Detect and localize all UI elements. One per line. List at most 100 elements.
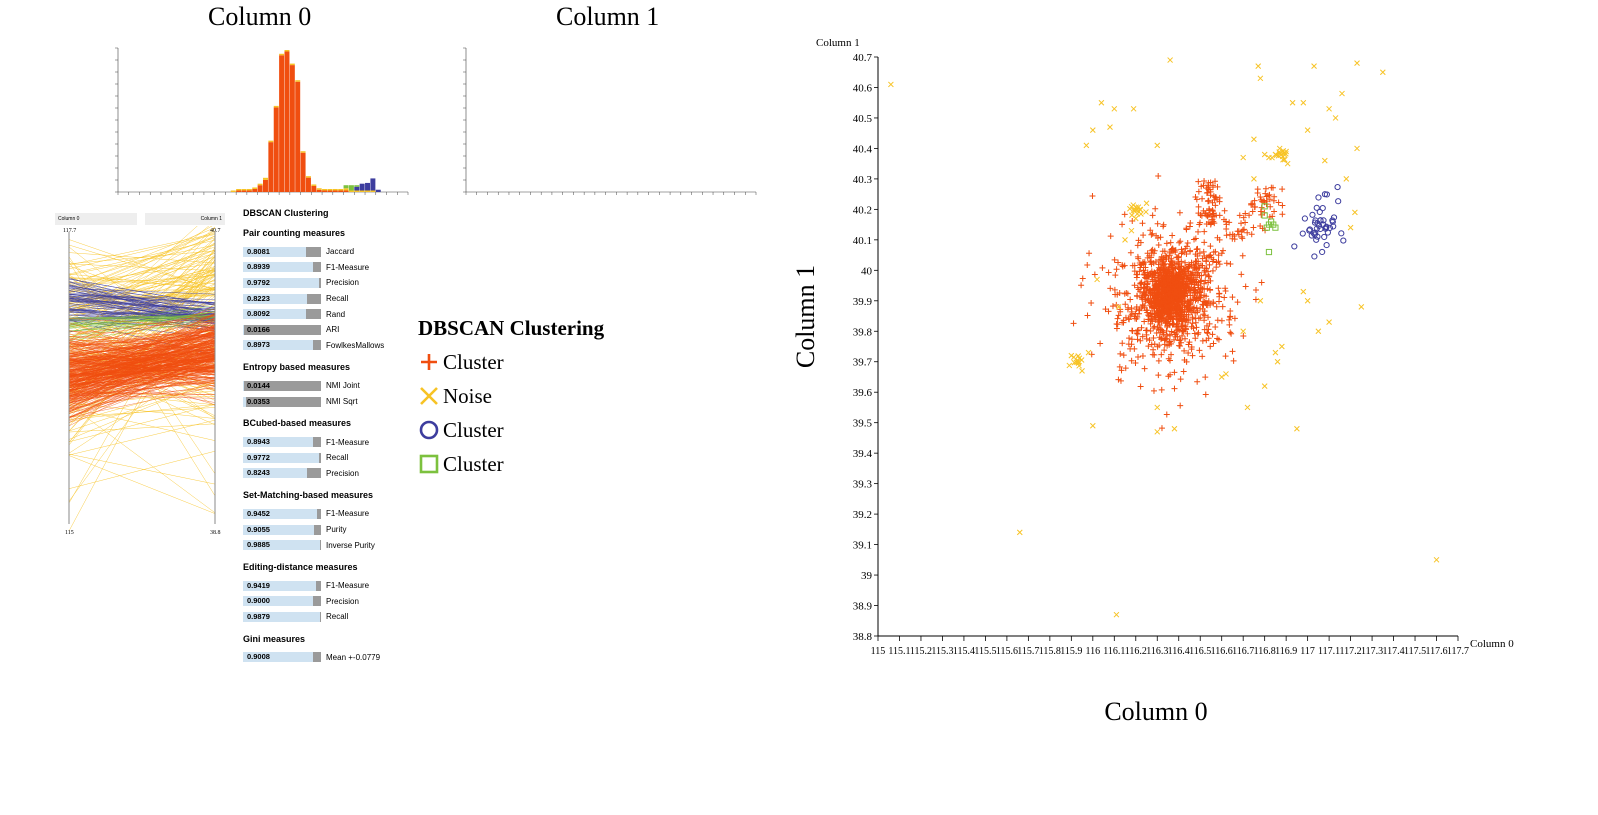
scatter-point-cluster-red <box>1070 320 1077 327</box>
scatter-point-cluster-red <box>1133 306 1140 313</box>
scatter-point-cluster-red <box>1131 282 1138 289</box>
scatter-point-cluster-red <box>1115 312 1122 319</box>
scatter-point-noise <box>1240 328 1247 335</box>
scatter-plot: 38.8 38.9 39 39.1 39.2 39.3 39.4 39.5 39.6 39.7 39… <box>791 37 1514 726</box>
hist0-bar <box>343 185 349 189</box>
measure-bar-fill <box>243 611 321 622</box>
scatter-point-cluster-red <box>1158 326 1165 333</box>
hist0-bar <box>348 185 354 191</box>
scatter-point-cluster-red <box>1177 402 1184 409</box>
scatter-point-cluster-red <box>1216 212 1223 219</box>
measure-name: Recall <box>326 612 349 622</box>
measures-section-title: Entropy based measures <box>243 362 351 373</box>
scatter-point-cluster-red <box>1115 376 1122 383</box>
scatter-point-cluster-red <box>1137 280 1144 287</box>
scatter-point-cluster-red <box>1137 337 1144 344</box>
scatter-point-cluster-red <box>1167 371 1174 378</box>
parallel-line-cluster-green <box>68 311 216 332</box>
scatter-point-noise <box>1111 105 1118 112</box>
scatter-point-cluster-blue <box>1323 241 1330 249</box>
scatter-point-cluster-red <box>1220 247 1227 254</box>
scatter-point-noise <box>1255 63 1262 69</box>
parallel-line-cluster-red <box>68 370 216 418</box>
measure-bar: 0.8081 <box>243 246 321 257</box>
measure-bar-fill <box>243 580 317 591</box>
scatter-point-cluster-green <box>1272 224 1279 231</box>
parallel-axis1-header[interactable]: Column 1 <box>145 213 225 225</box>
scatter-point-cluster-green <box>1261 203 1268 210</box>
scatter-point-cluster-red <box>1135 327 1142 334</box>
hist0-bar <box>365 190 371 192</box>
scatter-point-cluster-red <box>1159 285 1166 292</box>
parallel-line-cluster-red <box>68 356 216 368</box>
scatter-point-cluster-red <box>1159 327 1166 334</box>
scatter-point-cluster-red <box>1191 330 1198 337</box>
scatter-point-cluster-red <box>1114 291 1121 298</box>
scatter-point-cluster-red <box>1203 265 1210 272</box>
parallel-axis0-header[interactable]: Column 0 <box>55 213 137 225</box>
scatter-point-cluster-red <box>1137 261 1144 268</box>
parallel-line-noise <box>68 252 216 264</box>
scatter-point-noise <box>1257 297 1264 304</box>
scatter-point-noise <box>1339 90 1345 97</box>
parallel-axis0-bottom: 115 <box>65 530 74 536</box>
scatter-point-cluster-red <box>1190 295 1197 302</box>
scatter-point-noise <box>1143 200 1150 207</box>
scatter-point-cluster-green <box>1263 224 1270 231</box>
scatter-point-cluster-red <box>1149 246 1156 253</box>
scatter-point-cluster-red <box>1204 329 1211 336</box>
scatter-point-cluster-red <box>1185 268 1192 275</box>
scatter-point-noise <box>1326 319 1332 325</box>
scatter-point-cluster-red <box>1115 259 1122 266</box>
scatter-point-cluster-red <box>1176 281 1183 288</box>
hist0-bar <box>332 190 338 192</box>
scatter-point-cluster-red <box>1216 261 1223 268</box>
scatter-point-cluster-blue <box>1315 194 1322 201</box>
hist0-bar <box>295 80 301 82</box>
scatter-point-cluster-red <box>1135 255 1142 262</box>
measure-bar-fill <box>243 246 307 257</box>
scatter-point-noise <box>1130 207 1137 213</box>
scatter-point-cluster-red <box>1127 345 1134 352</box>
hist0-bar <box>338 190 344 192</box>
scatter-point-cluster-red <box>1099 264 1106 271</box>
parallel-line-noise <box>68 423 216 433</box>
parallel-line-cluster-red <box>68 350 216 385</box>
parallel-line-cluster-green <box>68 318 216 324</box>
scatter-x-tick-label: 115.2 <box>910 646 932 657</box>
scatter-point-cluster-red <box>1161 341 1168 348</box>
scatter-point-cluster-red <box>1195 178 1202 185</box>
scatter-point-cluster-red <box>1176 343 1183 350</box>
measure-value: 0.8973 <box>247 340 270 350</box>
scatter-point-cluster-red <box>1200 311 1207 318</box>
scatter-point-cluster-red <box>1111 256 1118 263</box>
scatter-point-noise <box>1261 383 1268 389</box>
scatter-point-cluster-red <box>1132 360 1139 367</box>
scatter-point-cluster-red <box>1154 220 1161 227</box>
parallel-line-cluster-blue <box>68 294 216 309</box>
scatter-point-noise <box>1281 150 1288 156</box>
scatter-point-cluster-red <box>1127 296 1134 303</box>
scatter-point-cluster-red <box>1187 248 1194 255</box>
measure-row: 0.9000 Precision <box>243 594 413 610</box>
parallel-line-noise <box>68 288 216 293</box>
scatter-point-cluster-red <box>1113 266 1120 273</box>
scatter-point-cluster-blue <box>1314 233 1321 240</box>
scatter-point-cluster-red <box>1195 228 1202 235</box>
scatter-point-cluster-blue <box>1334 183 1341 191</box>
scatter-point-cluster-red <box>1193 324 1200 331</box>
scatter-point-cluster-red <box>1149 305 1156 312</box>
scatter-point-cluster-red <box>1204 300 1211 307</box>
scatter-point-cluster-red <box>1191 281 1198 288</box>
scatter-point-cluster-red <box>1209 331 1216 338</box>
scatter-points <box>888 57 1440 618</box>
scatter-point-noise <box>1089 422 1096 429</box>
measure-row: 0.8223 Recall <box>243 291 413 307</box>
scatter-point-noise <box>1098 99 1105 106</box>
scatter-point-cluster-red <box>1242 219 1249 226</box>
parallel-axis1-label: Column 1 <box>200 216 222 222</box>
measure-bar: 0.9772 <box>243 452 321 463</box>
scatter-point-cluster-red <box>1201 286 1208 293</box>
scatter-point-cluster-red <box>1124 290 1131 297</box>
measure-bar: 0.8973 <box>243 340 321 351</box>
